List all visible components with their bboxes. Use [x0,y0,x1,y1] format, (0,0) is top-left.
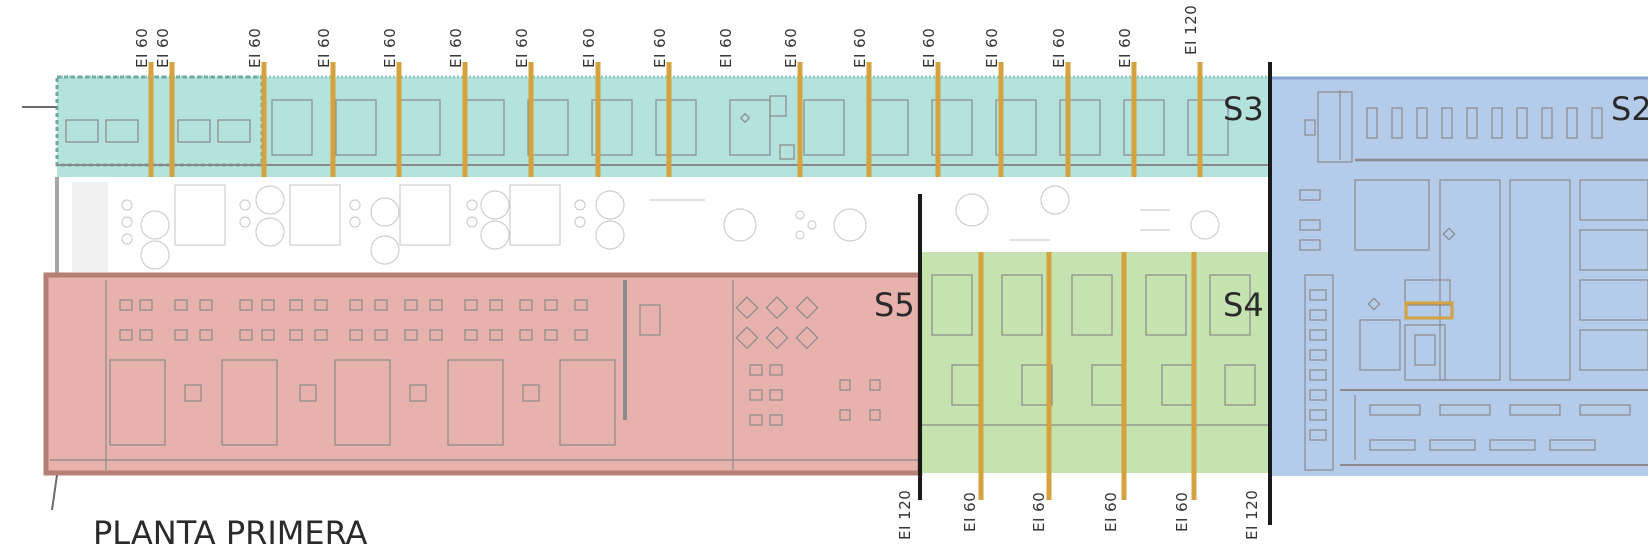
sector-s2-zone [1270,76,1648,476]
top-rating-11: EI 60 [851,28,869,68]
bottom-rating-4: EI 60 [1173,492,1191,532]
sector-s3-zone [55,75,1270,177]
top-rating-labels: EI 60 EI 60 EI 60 EI 60 EI 60 EI 60 EI 60 EI 60… [133,5,1200,68]
sector-s5-zone [43,272,923,476]
sector-label-s4: S4 [1223,286,1264,324]
top-rating-14: EI 60 [1050,28,1068,68]
bottom-rating-5: EI 120 [1243,490,1261,540]
bottom-rating-1: EI 60 [961,492,979,532]
bottom-rating-0: EI 120 [896,490,914,540]
top-rating-2: EI 60 [246,28,264,68]
plan-title: PLANTA PRIMERA [93,514,368,552]
sector-label-s2: S2 [1611,90,1648,128]
bottom-rating-3: EI 60 [1102,492,1120,532]
top-rating-12: EI 60 [920,28,938,68]
top-barriers [148,62,1203,177]
top-rating-3: EI 60 [315,28,333,68]
top-rating-6: EI 60 [513,28,531,68]
bottom-rating-2: EI 60 [1030,492,1048,532]
sector-label-s5: S5 [874,286,915,324]
top-rating-16: EI 120 [1182,5,1200,55]
s2-interior [1299,90,1648,471]
corridor-zone [55,177,1270,275]
top-rating-1: EI 60 [154,28,172,68]
top-rating-8: EI 60 [651,28,669,68]
s2-barrier-box [1404,301,1454,320]
top-rating-0: EI 60 [133,28,151,68]
top-rating-5: EI 60 [447,28,465,68]
bottom-rating-labels: EI 120 EI 60 EI 60 EI 60 EI 60 EI 120 [896,490,1261,540]
top-rating-4: EI 60 [381,28,399,68]
sector-s4-zone [920,252,1270,473]
top-rating-13: EI 60 [983,28,1001,68]
top-rating-7: EI 60 [580,28,598,68]
top-rating-9: EI 60 [717,28,735,68]
top-rating-15: EI 60 [1116,28,1134,68]
bottom-barriers [978,252,1197,500]
sector-label-s3: S3 [1223,90,1264,128]
top-rating-10: EI 60 [782,28,800,68]
